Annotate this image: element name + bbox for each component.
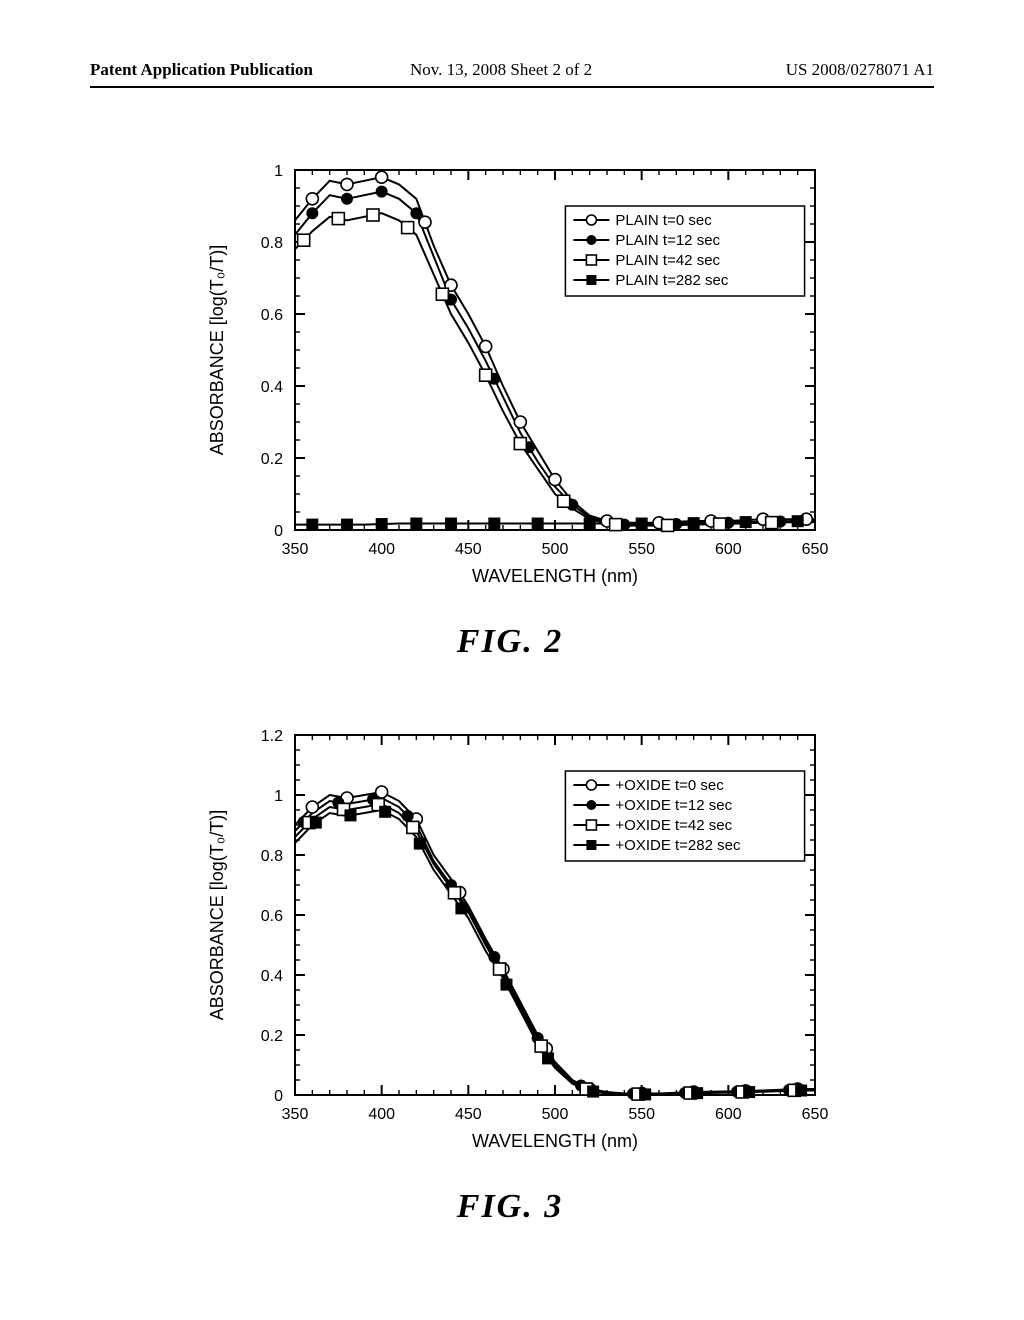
svg-text:650: 650: [802, 1106, 829, 1123]
svg-text:600: 600: [715, 541, 742, 558]
header-rule: [90, 86, 934, 88]
svg-text:ABSORBANCE [log(T₀/T)]: ABSORBANCE [log(T₀/T)]: [207, 810, 227, 1021]
svg-text:450: 450: [455, 541, 482, 558]
chart-svg: 350 400 450 500 550 600 650 0 0.2 0.4 0.6 0.8 1 1.2 WA…: [185, 720, 835, 1170]
svg-text:+OXIDE t=0 sec: +OXIDE t=0 sec: [615, 777, 724, 794]
svg-text:550: 550: [628, 1106, 655, 1123]
svg-text:PLAIN t=42 sec: PLAIN t=42 sec: [615, 252, 720, 269]
svg-text:600: 600: [715, 1106, 742, 1123]
page: Patent Application Publication Nov. 13, …: [0, 0, 1024, 1320]
svg-text:350: 350: [282, 1106, 309, 1123]
chart-svg: 350 400 450 500 550 600 650 0 0.2 0.4 0.6 0.8 1 WAVEL…: [185, 155, 835, 605]
figure-caption: FIG. 2: [130, 623, 890, 661]
svg-text:650: 650: [802, 541, 829, 558]
svg-text:0.6: 0.6: [261, 908, 283, 925]
svg-text:0.4: 0.4: [261, 968, 283, 985]
svg-text:0.2: 0.2: [261, 1028, 283, 1045]
svg-text:550: 550: [628, 541, 655, 558]
svg-text:500: 500: [542, 541, 569, 558]
svg-text:+OXIDE t=282 sec: +OXIDE t=282 sec: [615, 837, 741, 854]
svg-text:500: 500: [542, 1106, 569, 1123]
svg-text:0.2: 0.2: [261, 451, 283, 468]
svg-text:1: 1: [274, 788, 283, 805]
svg-text:WAVELENGTH (nm): WAVELENGTH (nm): [472, 566, 638, 586]
svg-text:0.4: 0.4: [261, 379, 283, 396]
svg-text:WAVELENGTH (nm): WAVELENGTH (nm): [472, 1131, 638, 1151]
figure-2: 350 400 450 500 550 600 650 0 0.2 0.4 0.6 0.8 1 WAVEL…: [130, 155, 890, 661]
svg-text:0: 0: [274, 1088, 283, 1105]
svg-text:0.8: 0.8: [261, 235, 283, 252]
svg-text:PLAIN t=282 sec: PLAIN t=282 sec: [615, 272, 728, 289]
svg-text:PLAIN t=12 sec: PLAIN t=12 sec: [615, 232, 720, 249]
svg-text:0.6: 0.6: [261, 307, 283, 324]
svg-text:PLAIN t=0 sec: PLAIN t=0 sec: [615, 212, 712, 229]
header-mid: Nov. 13, 2008 Sheet 2 of 2: [410, 60, 592, 80]
figure-caption: FIG. 3: [130, 1188, 890, 1226]
svg-text:+OXIDE t=12 sec: +OXIDE t=12 sec: [615, 797, 732, 814]
svg-text:1: 1: [274, 163, 283, 180]
svg-text:+OXIDE t=42 sec: +OXIDE t=42 sec: [615, 817, 732, 834]
header-left: Patent Application Publication: [90, 60, 313, 80]
figure-3: 350 400 450 500 550 600 650 0 0.2 0.4 0.6 0.8 1 1.2 WA…: [130, 720, 890, 1226]
svg-text:400: 400: [368, 541, 395, 558]
svg-text:450: 450: [455, 1106, 482, 1123]
svg-text:350: 350: [282, 541, 309, 558]
svg-text:0: 0: [274, 523, 283, 540]
svg-text:0.8: 0.8: [261, 848, 283, 865]
svg-text:1.2: 1.2: [261, 728, 283, 745]
svg-text:400: 400: [368, 1106, 395, 1123]
svg-text:ABSORBANCE [log(T₀/T)]: ABSORBANCE [log(T₀/T)]: [207, 245, 227, 456]
header-right: US 2008/0278071 A1: [786, 60, 934, 80]
